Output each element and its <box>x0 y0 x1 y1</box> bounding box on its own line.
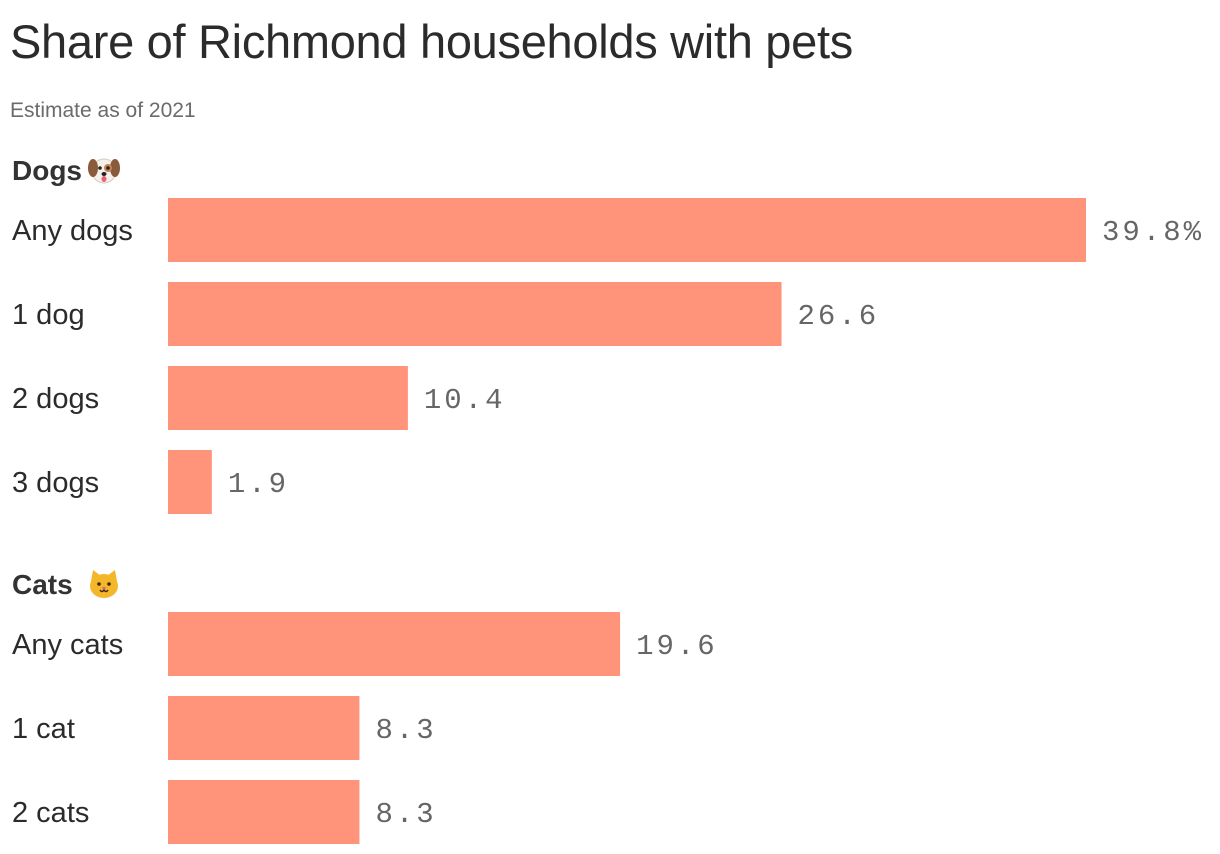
group-dogs: Dogs Any dogs 39.8% 1 dog 26.6 2 dogs 10.4 3 do… <box>12 155 1204 514</box>
chart-title: Share of Richmond households with pets <box>10 15 853 68</box>
group-title: Cats <box>12 569 73 600</box>
value-label: 10.4 <box>424 384 506 417</box>
group-cats: Cats Any cats 19.6 1 cat 8.3 2 cats 8.3 <box>12 569 718 844</box>
category-label: 1 cat <box>12 713 75 745</box>
dog-face-icon <box>88 158 120 184</box>
bar <box>168 366 408 430</box>
value-label: 8.3 <box>375 714 436 747</box>
category-label: Any dogs <box>12 215 133 247</box>
category-label: 1 dog <box>12 299 85 331</box>
category-label: Any cats <box>12 629 123 661</box>
group-title: Dogs <box>12 155 82 186</box>
bar <box>168 612 621 676</box>
bar <box>168 696 360 760</box>
chart-subtitle: Estimate as of 2021 <box>10 99 196 122</box>
category-label: 2 cats <box>12 797 89 829</box>
category-label: 2 dogs <box>12 383 99 415</box>
value-label: 8.3 <box>375 798 436 831</box>
value-label: 26.6 <box>798 300 880 333</box>
bar <box>168 198 1086 262</box>
bar <box>168 450 212 514</box>
bar <box>168 780 360 844</box>
value-label: 1.9 <box>228 468 289 501</box>
bar <box>168 282 782 346</box>
cat-face-icon <box>90 570 118 598</box>
value-label: 19.6 <box>636 630 718 663</box>
category-label: 3 dogs <box>12 467 99 499</box>
value-label: 39.8% <box>1102 216 1204 249</box>
